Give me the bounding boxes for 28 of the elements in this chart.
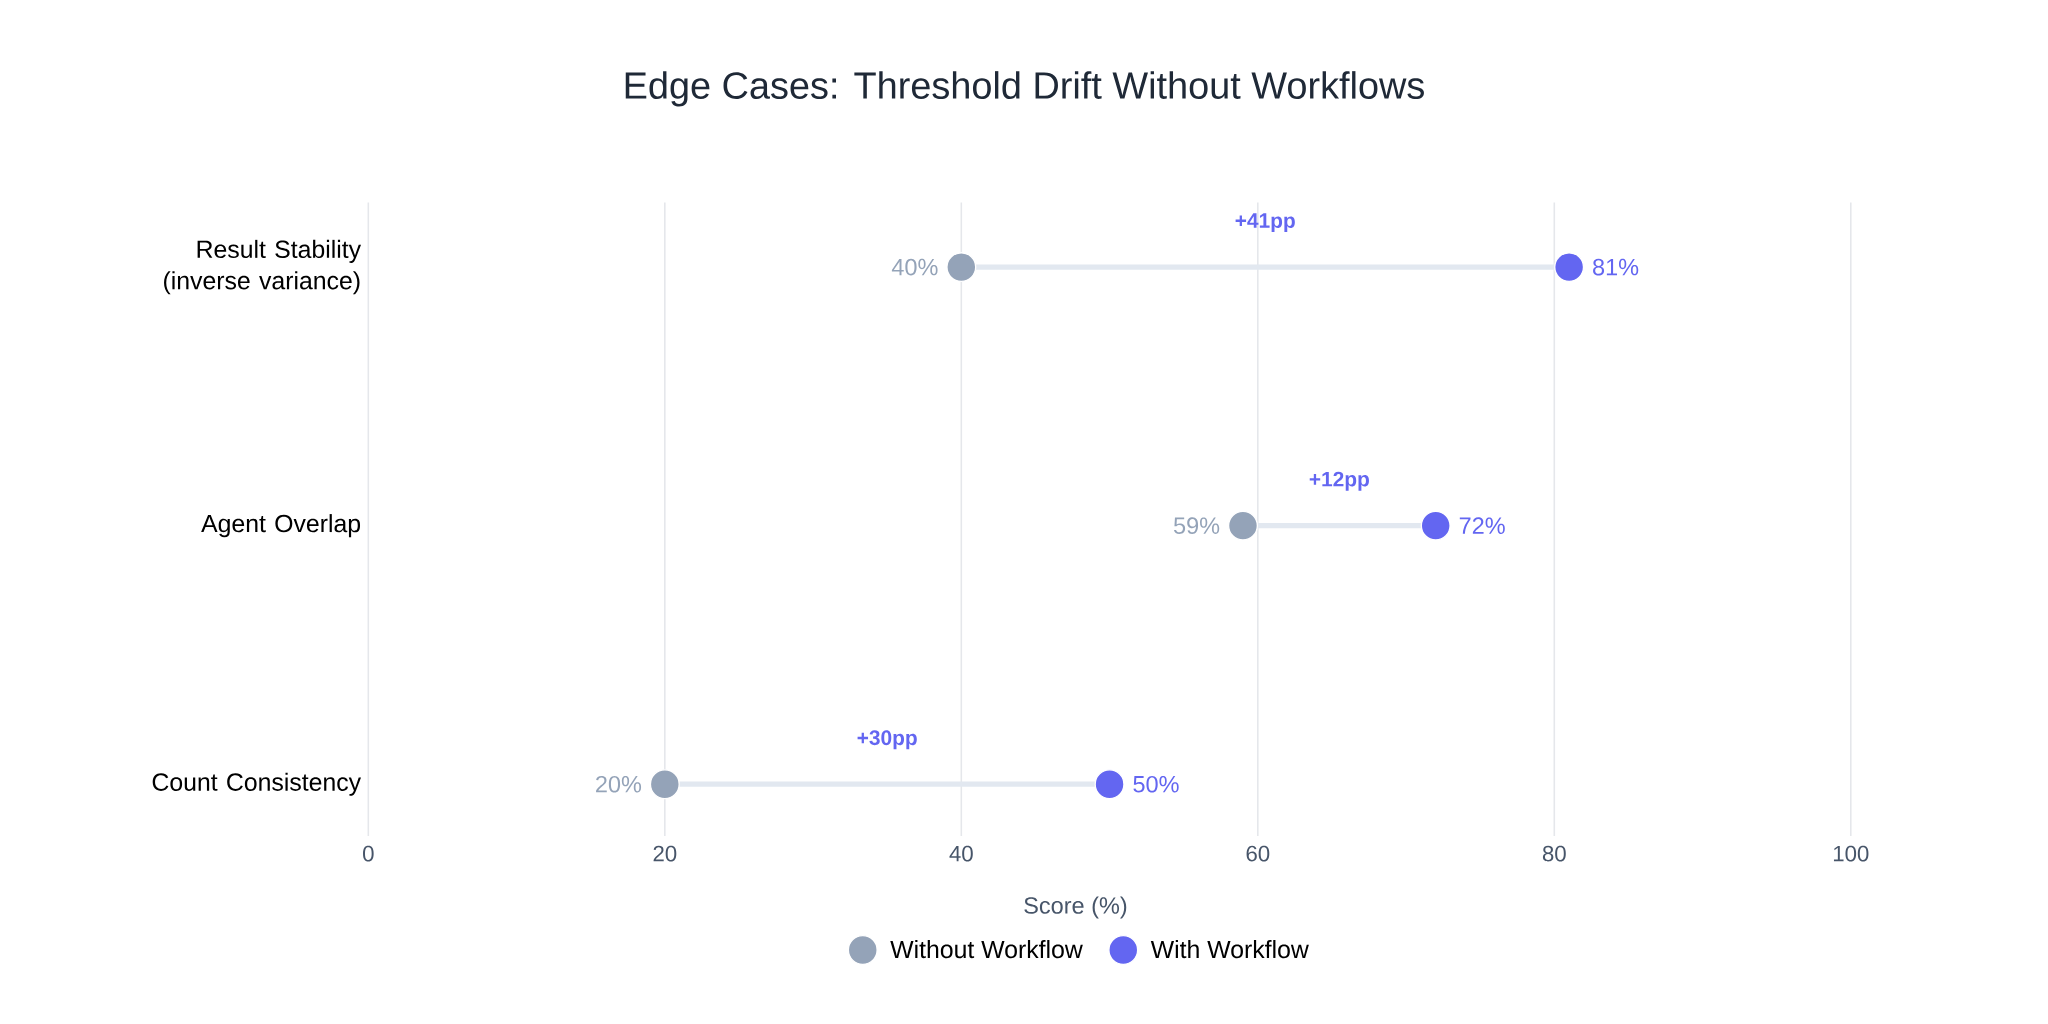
data-label: 20%	[596, 775, 642, 793]
data-label: 50%	[1133, 775, 1179, 793]
x-axis-title: Score (%)	[1024, 896, 1127, 919]
point	[946, 252, 977, 283]
data-label: 40%	[891, 258, 938, 276]
point	[1094, 769, 1125, 800]
data-label: 81%	[1593, 258, 1639, 276]
y-tick-label: Agent Overlap	[201, 514, 361, 538]
point	[1554, 252, 1585, 283]
x-tick-label: 80	[1542, 845, 1566, 862]
chart-title: Edge Cases: Threshold Drift Without Workflows	[625, 71, 1424, 107]
y-tick-label: Result Stability (inverse variance)	[164, 239, 362, 295]
x-tick-label: 60	[1246, 845, 1270, 862]
x-tick-label: 100	[1833, 845, 1869, 862]
annotation: +30pp	[857, 730, 917, 750]
point	[1420, 510, 1451, 541]
data-label: 59%	[1173, 517, 1220, 534]
annotation: +41pp	[1235, 213, 1295, 233]
x-tick-label: 0	[363, 845, 374, 862]
point	[1227, 510, 1259, 541]
point	[649, 769, 680, 800]
legend-label: With Workflow	[1150, 939, 1309, 959]
x-tick-label: 20	[653, 845, 677, 862]
x-tick-label: 40	[949, 845, 973, 862]
legend-label: Without Workflow	[890, 939, 1083, 959]
y-tick-label: Count Consistency	[152, 772, 361, 796]
data-label: 72%	[1459, 517, 1505, 534]
annotation: +12pp	[1309, 471, 1369, 491]
